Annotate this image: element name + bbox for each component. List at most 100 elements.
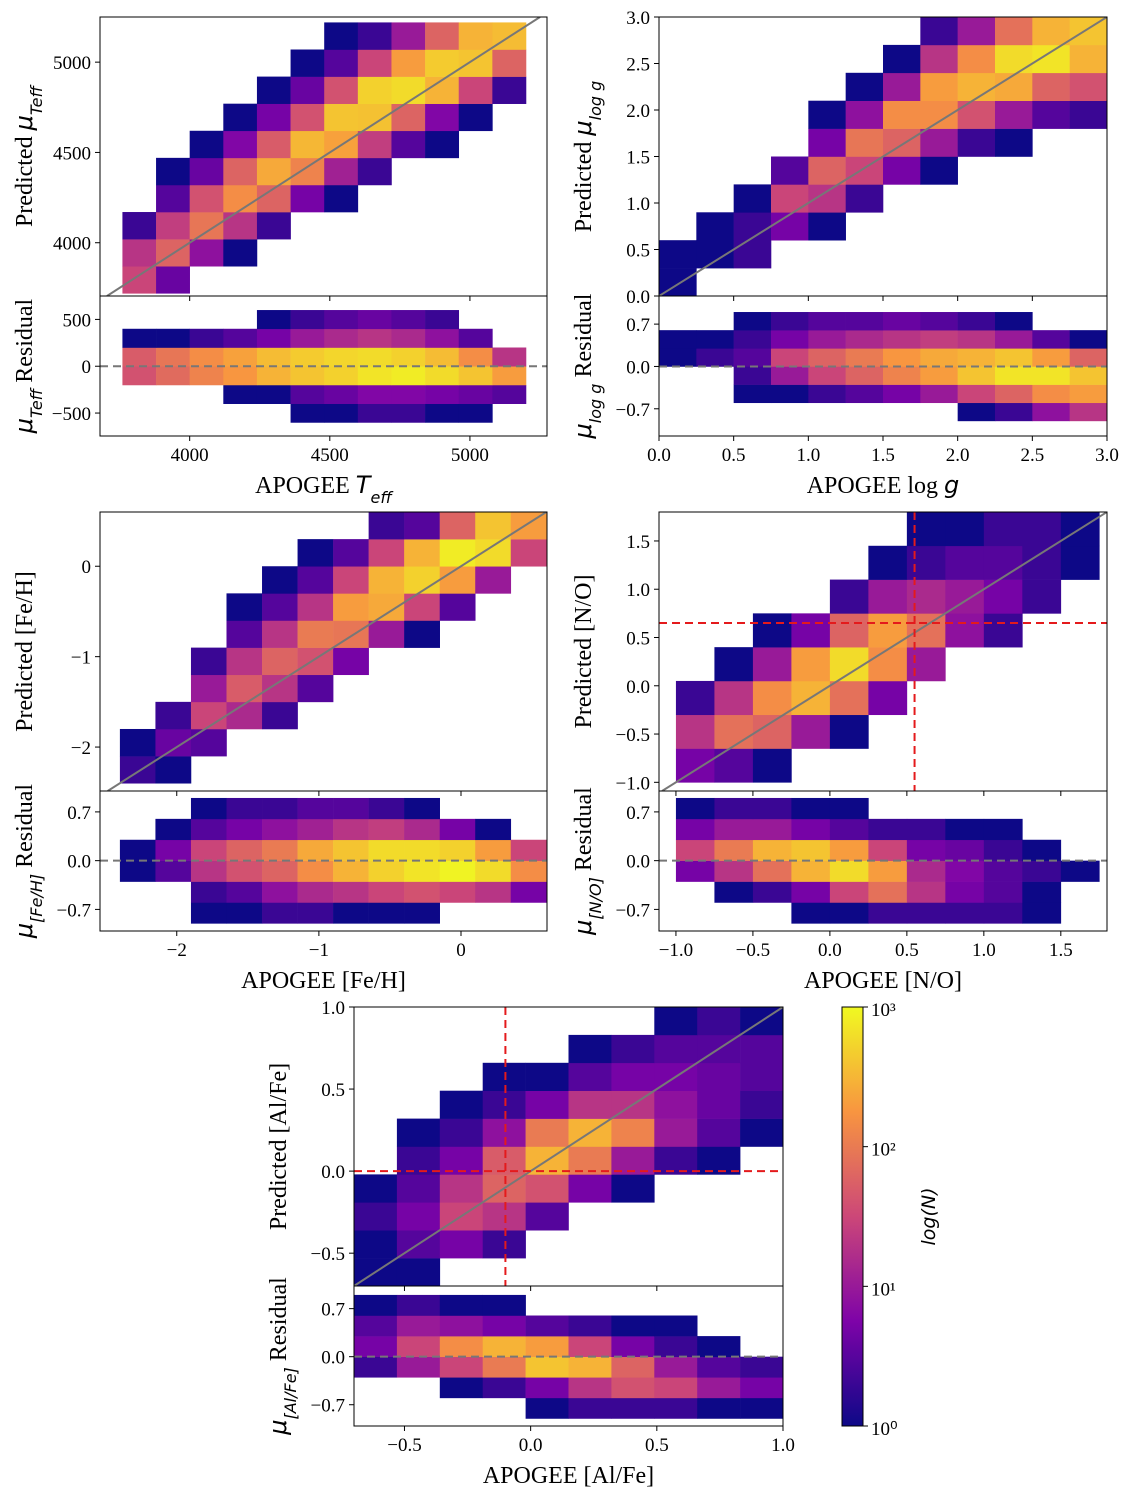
x-tick-label: 1.0	[771, 1435, 795, 1456]
hist-cell	[368, 797, 405, 820]
y-tick-label: 4000	[53, 234, 91, 255]
hist-cell	[368, 860, 405, 882]
hist-cell	[920, 348, 958, 367]
hist-cell	[740, 1118, 783, 1147]
hist-cell	[714, 797, 754, 820]
hist-cell	[808, 384, 846, 404]
hist-cell	[791, 818, 831, 841]
hist-cell	[1032, 384, 1070, 404]
hist-cell	[333, 539, 369, 567]
y-tick-label: −2	[71, 738, 91, 759]
hist-cell	[983, 902, 1023, 924]
hist-cell	[122, 239, 157, 267]
hist-cell	[525, 1356, 569, 1378]
hist-cell	[190, 728, 227, 757]
hist-cell	[675, 818, 715, 841]
hist-cell	[262, 593, 298, 621]
hist-cell	[256, 384, 291, 404]
hist-cell	[906, 902, 946, 924]
hist-cell	[226, 902, 263, 924]
hist-cell	[771, 330, 809, 349]
hist-cell	[357, 328, 392, 348]
hist-cell	[611, 1356, 655, 1378]
hist-cell	[945, 902, 985, 924]
label-part: APOGEE	[807, 473, 908, 499]
hist-cell	[475, 818, 512, 841]
hist-cell	[611, 1174, 655, 1203]
x-tick-label: 5000	[451, 445, 489, 466]
hist-cell	[333, 881, 369, 903]
hist-cell	[845, 366, 884, 385]
hist-cell	[439, 512, 476, 540]
hist-cell	[357, 403, 392, 423]
hist-cell	[391, 328, 426, 348]
hist-cell	[568, 1090, 612, 1119]
hist-cell	[791, 613, 831, 648]
hist-cell	[791, 881, 831, 903]
label-part: eff	[370, 488, 394, 507]
hist-cell	[256, 310, 291, 330]
hist-cell	[458, 347, 493, 367]
hist-cell	[262, 881, 298, 903]
hist-cell	[697, 1336, 741, 1357]
hist-cell	[675, 839, 715, 861]
hist-cell	[1032, 330, 1070, 349]
label-part: APOGEE [Fe/H]	[241, 968, 406, 994]
y-tick-label: 0.7	[626, 315, 650, 336]
y-tick-label: 0.7	[321, 1300, 345, 1321]
hist-cell	[439, 839, 476, 861]
hist-cell	[482, 1090, 526, 1119]
x-tick-label: 0.5	[895, 940, 919, 961]
hist-cell	[439, 1356, 483, 1378]
hist-cell	[920, 366, 958, 385]
hist-cell	[733, 240, 772, 269]
hist-cell	[1069, 348, 1107, 367]
hist-cell	[906, 579, 946, 614]
y-axis-label: Predicted μTeff	[10, 83, 46, 227]
hist-cell	[404, 512, 440, 540]
hist-cell	[155, 756, 192, 784]
hist-cell	[391, 22, 426, 50]
hist-cell	[752, 839, 792, 861]
label-part: log g	[586, 81, 605, 121]
hist-cell	[357, 366, 392, 386]
y-tick-label: −500	[52, 404, 91, 425]
label-part: log	[907, 473, 944, 499]
hist-cell	[226, 839, 263, 861]
hist-cell	[714, 714, 754, 749]
hist-cell	[324, 384, 359, 404]
hist-cell	[675, 797, 715, 820]
x-axis-label: APOGEE [Fe/H]	[241, 968, 406, 994]
hist-cell	[752, 860, 792, 882]
hist-cell	[697, 1062, 741, 1091]
hist-cell	[1022, 839, 1062, 861]
hist-cell	[155, 860, 192, 882]
x-tick-label: −2	[167, 940, 187, 961]
hist-cell	[354, 1294, 398, 1316]
hist-cell	[697, 1377, 741, 1399]
hist-cell	[675, 680, 715, 716]
label-part: [Al/Fe]	[281, 1367, 300, 1419]
hist-cell	[659, 240, 697, 269]
hist-cell	[510, 839, 547, 861]
hist-cell	[510, 860, 547, 882]
hist-cell	[391, 49, 426, 77]
hist-cell	[808, 312, 846, 331]
hist-cell	[482, 1377, 526, 1399]
hist-cell	[391, 130, 426, 159]
y-tick-label: −0.5	[616, 725, 650, 746]
x-tick-label: 0.5	[722, 445, 746, 466]
hist-cell	[297, 902, 334, 924]
hist-cell	[425, 328, 460, 348]
hist-cell	[368, 593, 405, 621]
hist-cell	[611, 1118, 655, 1147]
hist-cell	[1069, 100, 1107, 129]
x-axis-label: APOGEE [Al/Fe]	[483, 1463, 654, 1489]
hist-cell	[226, 818, 263, 841]
hist-cell	[482, 1118, 526, 1147]
hist-cell	[696, 348, 734, 367]
hist-cell	[995, 384, 1033, 404]
hist-cell	[226, 647, 263, 676]
hist-cell	[190, 902, 227, 924]
hist-cell	[190, 881, 227, 903]
